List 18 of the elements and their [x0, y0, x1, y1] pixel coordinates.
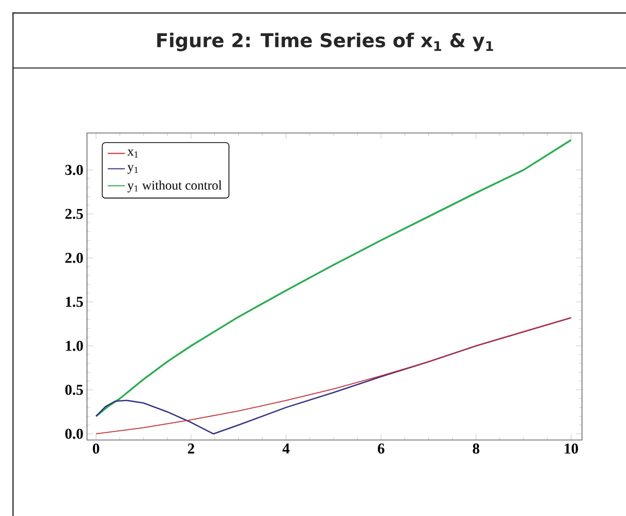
x-tick-label: 2: [188, 444, 194, 454]
legend-label: x$_{1}$: [127, 150, 138, 158]
legend-label: y$_{1}$: [127, 165, 138, 174]
legend-label: y$_{1}$ without control: [127, 180, 222, 192]
y-tick-label: 1.5: [66, 296, 83, 307]
line-series: [95, 139, 572, 418]
x-tick-label: 0: [92, 444, 100, 454]
y-tick-label: 0.0: [65, 428, 83, 439]
x-tick-label: 6: [378, 444, 384, 454]
y-tick-label: 0.5: [65, 384, 83, 395]
x-tick-label: 8: [472, 444, 480, 454]
y-tick-label: 1.0: [66, 340, 83, 351]
y-tick-label: 2.0: [65, 252, 83, 263]
chart-title: Figure 2: Time Series of x$_{1}$ & y$_{1}$: [157, 32, 494, 52]
x-tick-label: 4: [282, 444, 290, 454]
x-tick-label: 10: [564, 444, 578, 454]
y-tick-label: 3.0: [65, 164, 83, 176]
y-tick-label: 2.5: [65, 208, 83, 219]
